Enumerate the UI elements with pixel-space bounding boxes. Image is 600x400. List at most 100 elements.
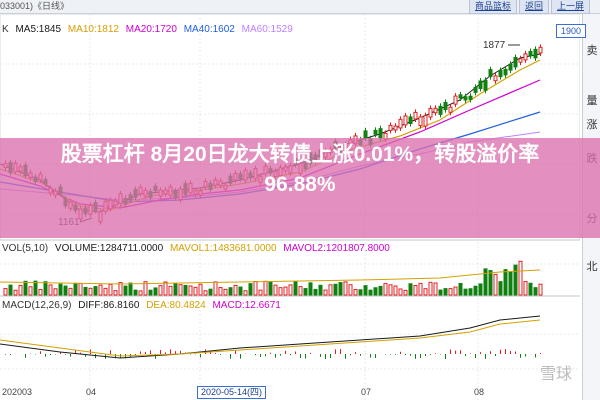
volume-bars [3, 260, 543, 296]
tab-product[interactable]: 商品篮标 [468, 0, 517, 14]
volume-bar [83, 286, 88, 296]
header-tabs: 商品篮标 返回 上一屏 [468, 0, 590, 14]
volume-bar [143, 281, 148, 296]
volume-bar [63, 285, 68, 296]
volume-bar [238, 286, 243, 296]
candle-body [508, 63, 513, 71]
mavol-line [0, 269, 541, 285]
high-annotation: 1877 [483, 40, 506, 51]
candle-body [388, 124, 393, 131]
volume-bar [343, 281, 348, 296]
candle-body [488, 69, 493, 78]
volume-bar [513, 264, 518, 296]
volume-bar [188, 285, 193, 296]
side-north[interactable]: 北 [586, 261, 598, 273]
volume-bar [138, 290, 143, 296]
volume-bar [178, 284, 183, 296]
candle-body [458, 94, 463, 99]
volume-bar [208, 288, 213, 296]
volume-bar [508, 271, 513, 296]
volume-bar [123, 285, 128, 296]
candle-body [468, 95, 473, 100]
legend-ma60: MA60:1529 [241, 24, 293, 35]
volume-bar [128, 282, 133, 296]
volume-bar [163, 281, 168, 296]
volume-bar [368, 289, 373, 296]
price-box: 1900 [556, 24, 586, 38]
volume-bar [88, 287, 93, 296]
legend-mavol1: MAVOL1:1483681.0000 [169, 243, 277, 254]
volume-bar [353, 289, 358, 296]
volume-bar [308, 282, 313, 296]
volume-bar [168, 285, 173, 296]
legend-macd: MACD(12,26,9) [2, 300, 72, 311]
volume-bar [443, 288, 448, 296]
volume-bar [133, 289, 138, 296]
watermark: 雪球 [540, 366, 573, 383]
candle-body [393, 125, 398, 131]
side-rise[interactable]: 涨 [586, 119, 598, 131]
axis-label-202003: 202003 [2, 387, 33, 397]
side-sell[interactable]: 卖 [586, 45, 598, 57]
volume-bar [348, 284, 353, 296]
axis-label-07: 07 [361, 387, 372, 397]
legend-ma5: MA5:1845 [15, 24, 62, 35]
volume-bar [453, 286, 458, 296]
candle-body [373, 129, 378, 135]
ma-legend: K MA5:1845 MA10:1812 MA20:1720 MA40:1602… [2, 24, 297, 36]
candle-body [528, 51, 533, 57]
legend-ma10: MA10:1812 [67, 24, 119, 35]
volume-bar [8, 284, 13, 296]
candle-body [513, 56, 518, 68]
volume-bar [418, 282, 423, 296]
side-volume[interactable]: 量 [586, 95, 598, 107]
volume-bar [363, 285, 368, 296]
candle-body [363, 130, 368, 139]
candle-body [478, 80, 483, 90]
candle-body [473, 86, 478, 93]
volume-bar [333, 283, 338, 296]
volume-bar [458, 283, 463, 296]
tab-prev-screen[interactable]: 上一屏 [550, 0, 590, 14]
volume-bar [518, 260, 523, 296]
volume-bar [103, 287, 108, 296]
headline-banner [0, 138, 600, 238]
candle-body [403, 115, 408, 126]
volume-bar [173, 283, 178, 296]
dea-line [0, 319, 541, 357]
candle-body [398, 118, 403, 129]
volume-bar [463, 288, 468, 296]
volume-bar [3, 288, 8, 296]
volume-bar [478, 283, 483, 296]
volume-bar [223, 288, 228, 296]
candle-body [503, 68, 508, 76]
volume-bar [438, 289, 443, 296]
volume-bar [313, 288, 318, 296]
top-bar: 033001)《日线》 商品篮标 返回 上一屏 [0, 0, 600, 14]
volume-bar [408, 283, 413, 296]
headline-line-1: 股票杠杆 8月20日龙大转债上涨0.01%，转股溢价率 [60, 143, 540, 166]
volume-bar [323, 289, 328, 296]
volume-bar [273, 284, 278, 296]
volume-bar [378, 285, 383, 296]
candle-body [413, 111, 418, 120]
volume-bar [403, 289, 408, 296]
candle-body [493, 75, 498, 82]
volume-bar [28, 286, 33, 296]
volume-bar [203, 290, 208, 296]
volume-bar [523, 281, 528, 296]
volume-bar [38, 288, 43, 296]
legend-ma20: MA20:1720 [125, 24, 177, 35]
volume-bar [488, 270, 493, 296]
headline-text: 股票杠杆 8月20日龙大转债上涨0.01%，转股溢价率 96.88% [0, 140, 600, 200]
volume-bar [283, 286, 288, 296]
tab-return[interactable]: 返回 [518, 0, 549, 14]
headline-line-2: 96.88% [264, 173, 336, 196]
volume-bar [448, 288, 453, 296]
volume-bar [153, 287, 158, 296]
volume-bar [358, 289, 363, 296]
candle-body [463, 96, 468, 101]
volume-bar [263, 280, 268, 296]
candle-body [423, 115, 428, 127]
volume-bar [388, 284, 393, 296]
